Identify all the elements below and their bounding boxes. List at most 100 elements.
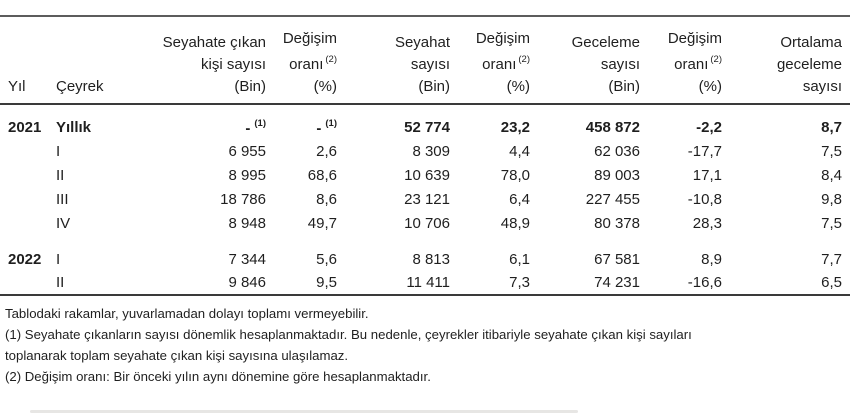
- value-cell: -17,7: [687, 142, 722, 160]
- value-cell: 23 121: [404, 190, 450, 208]
- footnotes: Tablodaki rakamlar, yuvarlamadan dolayı …: [0, 296, 850, 387]
- header-line: Değişim: [475, 30, 530, 47]
- header-superscript: (2): [710, 54, 722, 65]
- header-superscript: (2): [518, 54, 530, 65]
- year-cell: 2022: [8, 250, 42, 268]
- col-header-year: Yıl: [0, 17, 56, 105]
- page: { "colors": { "text": "#1f1f1f", "rule":…: [0, 15, 850, 415]
- value-cell: 8 948: [228, 214, 266, 232]
- value-cell: 80 378: [594, 214, 640, 232]
- table-row: I 6 955 2,6 8 309 4,4 62 036 -17,7 7,5: [0, 139, 850, 163]
- table-row: 2021 Yıllık - (1) - (1) 52 774 23,2 458 872 -2,2…: [0, 104, 850, 139]
- value-cell: 89 003: [594, 166, 640, 184]
- year-cell: [0, 271, 56, 296]
- value-cell: 6,5: [730, 271, 850, 296]
- year-cell: [0, 163, 56, 187]
- value-cell: 5,6: [316, 250, 337, 268]
- quarter-cell: IV: [56, 214, 71, 232]
- header-line: sayısı: [802, 78, 842, 95]
- table-body: 2021 Yıllık - (1) - (1) 52 774 23,2 458 872 -2,2…: [0, 104, 850, 296]
- header-line: Değişim: [667, 30, 722, 47]
- value-cell: 78,0: [500, 166, 530, 184]
- value-cell: 48,9: [500, 214, 530, 232]
- value-cell: -10,8: [687, 190, 722, 208]
- value-cell: 52 774: [404, 119, 450, 136]
- value-cell: 68,6: [307, 166, 337, 184]
- col-header: Değişim oranı (2) (%): [648, 17, 730, 105]
- table-header-row: Yıl Çeyrek Seyahate çıkan kişi sayısı (B…: [0, 17, 850, 105]
- value-cell: 8,7: [821, 119, 842, 136]
- col-header: Değişim oranı (2) (%): [458, 17, 538, 105]
- value-cell: 9 846: [123, 271, 274, 296]
- header-line: oranı (2): [674, 54, 722, 73]
- value-cell: 6 955: [228, 142, 266, 160]
- note-line: Tablodaki rakamlar, yuvarlamadan dolayı …: [5, 306, 369, 321]
- col-header: Geceleme sayısı (Bin): [538, 17, 648, 105]
- value-superscript: (1): [325, 117, 337, 129]
- value-cell: -2,2: [696, 119, 722, 136]
- travel-statistics-table: Yıl Çeyrek Seyahate çıkan kişi sayısı (B…: [0, 17, 850, 296]
- value-cell: 227 455: [585, 190, 640, 208]
- header-superscript: (2): [325, 54, 337, 65]
- value-cell: 458 872: [585, 119, 640, 136]
- col-header-quarter: Çeyrek: [56, 17, 123, 105]
- year-cell: [0, 187, 56, 211]
- table-row: IV 8 948 49,7 10 706 48,9 80 378 28,3 7,5: [0, 211, 850, 235]
- header-line: Yıl: [8, 78, 26, 95]
- value-cell: 11 411: [345, 271, 458, 296]
- quarter-cell: Yıllık: [56, 119, 92, 136]
- value-cell: 8 995: [228, 166, 266, 184]
- header-line: (Bin): [234, 78, 266, 95]
- value-cell: 10 639: [404, 166, 450, 184]
- value-cell: 74 231: [538, 271, 648, 296]
- value-cell: 17,1: [692, 166, 722, 184]
- header-line: sayısı: [410, 56, 450, 73]
- header-line: (%): [506, 78, 530, 95]
- header-line: Çeyrek: [56, 78, 104, 95]
- table-row: II 9 846 9,5 11 411 7,3 74 231 -16,6 6,5: [0, 271, 850, 296]
- value-cell: 28,3: [692, 214, 722, 232]
- header-line: kişi sayısı: [200, 56, 266, 73]
- value-cell: - (1): [245, 117, 266, 137]
- quarter-cell: I: [56, 142, 61, 160]
- value-cell: - (1): [316, 117, 337, 137]
- value-cell: 18 786: [220, 190, 266, 208]
- year-cell: [0, 139, 56, 163]
- header-line: geceleme: [776, 56, 842, 73]
- value-cell: 6,1: [509, 250, 530, 268]
- header-line: sayısı: [600, 56, 640, 73]
- value-cell: 8 309: [412, 142, 450, 160]
- quarter-cell: II: [56, 166, 65, 184]
- value-cell: 8,4: [821, 166, 842, 184]
- value-cell: 8,9: [701, 250, 722, 268]
- note-line: (1) Seyahate çıkanların sayısı dönemlik …: [5, 327, 692, 342]
- value-cell: 62 036: [594, 142, 640, 160]
- table-row: II 8 995 68,6 10 639 78,0 89 003 17,1 8,4: [0, 163, 850, 187]
- table-top-rule: [0, 15, 850, 17]
- cropped-next-line-artifact: [30, 410, 578, 413]
- header-line: oranı (2): [482, 54, 530, 73]
- header-line: (Bin): [418, 78, 450, 95]
- note-line: (2) Değişim oranı: Bir önceki yılın aynı…: [5, 369, 431, 384]
- value-cell: 6,4: [509, 190, 530, 208]
- value-cell: 9,5: [274, 271, 345, 296]
- table-row: III 18 786 8,6 23 121 6,4 227 455 -10,8 9,8: [0, 187, 850, 211]
- quarter-cell: I: [56, 250, 61, 268]
- header-line: Değişim: [282, 30, 337, 47]
- value-cell: 8 813: [412, 250, 450, 268]
- value-cell: 7,3: [458, 271, 538, 296]
- value-cell: 7,7: [821, 250, 842, 268]
- value-cell: 2,6: [316, 142, 337, 160]
- year-cell: 2021: [8, 119, 42, 136]
- note-line: toplanarak toplam seyahate çıkan kişi sa…: [5, 348, 349, 363]
- year-cell: [0, 211, 56, 235]
- header-line: (%): [698, 78, 722, 95]
- value-cell: 67 581: [594, 250, 640, 268]
- header-line: (%): [313, 78, 337, 95]
- value-cell: 10 706: [404, 214, 450, 232]
- quarter-cell: III: [56, 190, 69, 208]
- value-cell: 8,6: [316, 190, 337, 208]
- header-line: oranı (2): [289, 54, 337, 73]
- col-header: Seyahate çıkan kişi sayısı (Bin): [123, 17, 274, 105]
- value-cell: 4,4: [509, 142, 530, 160]
